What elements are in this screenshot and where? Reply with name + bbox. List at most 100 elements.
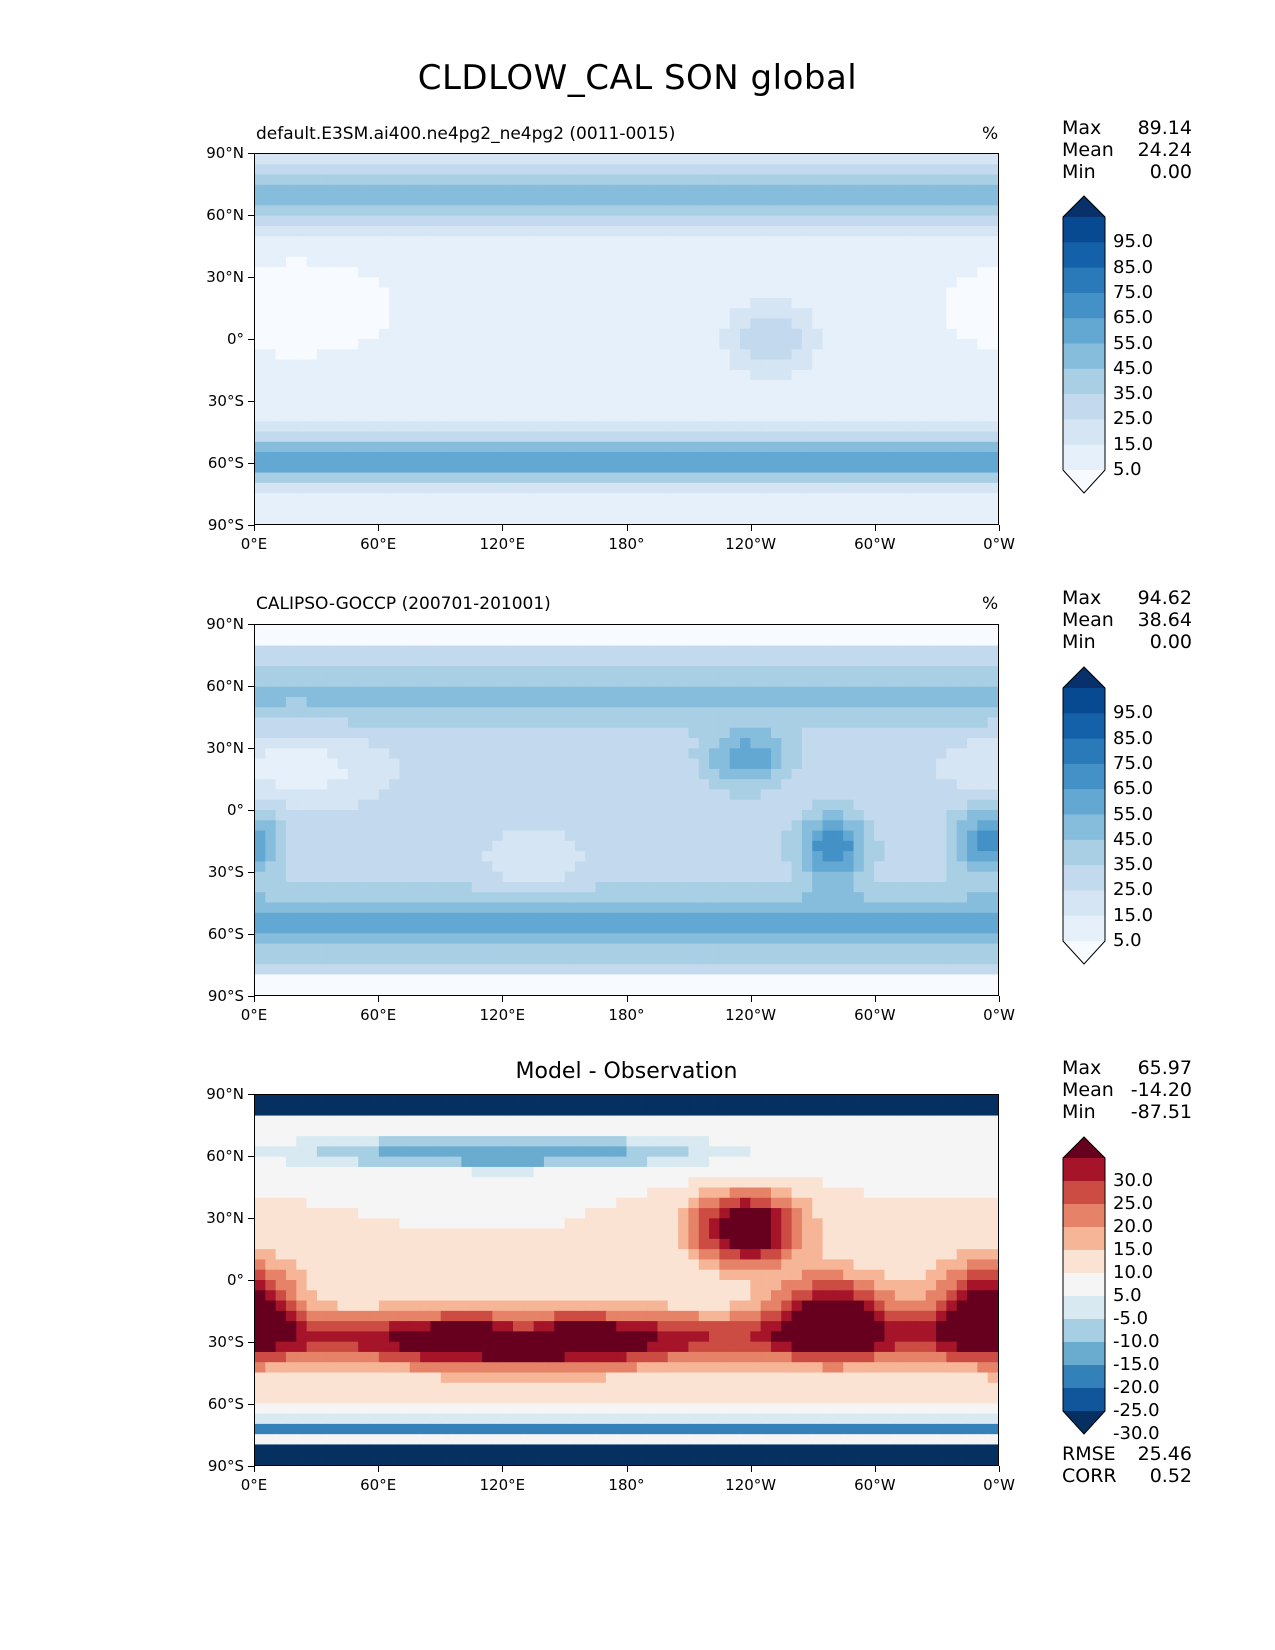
- lat-tick-label: 90°N: [206, 615, 244, 633]
- stat-label: RMSE: [1062, 1443, 1116, 1465]
- colorbar-tick-label: 25.0: [1113, 1193, 1154, 1214]
- colorbar-tick-label: 35.0: [1113, 854, 1154, 876]
- colorbar-tick-label: 75.0: [1113, 752, 1154, 774]
- colorbar-tick-label: 25.0: [1113, 408, 1154, 430]
- stat-mean-value: 38.64: [1137, 609, 1192, 631]
- lon-tick: [378, 1466, 380, 1472]
- stat-mean-value: 24.24: [1137, 139, 1192, 161]
- colorbar-tick-label: 45.0: [1113, 357, 1154, 379]
- stat-max-value: 94.62: [1137, 587, 1192, 609]
- lon-tick: [626, 996, 628, 1002]
- lat-tick: [248, 1466, 254, 1467]
- colorbar: [1062, 195, 1106, 494]
- lat-tick-label: 60°N: [206, 1147, 244, 1165]
- lon-tick: [502, 996, 504, 1002]
- lon-tick-label: 60°W: [854, 1006, 896, 1024]
- lon-tick: [502, 525, 504, 531]
- lat-tick-label: 60°N: [206, 677, 244, 695]
- lon-tick-label: 60°E: [360, 535, 397, 553]
- lat-tick-label: 60°N: [206, 206, 244, 224]
- colorbar-tick-label: 25.0: [1113, 879, 1154, 901]
- lon-tick: [254, 1466, 255, 1472]
- figure-title: CLDLOW_CAL SON global: [417, 58, 858, 98]
- lon-tick-label: 60°W: [854, 1476, 896, 1494]
- colorbar-tick-label: 5.0: [1113, 930, 1142, 951]
- colorbar-tick-label: 55.0: [1113, 803, 1154, 825]
- colorbar-tick-label: -10.0: [1113, 1331, 1160, 1352]
- obs-stats: Max 94.62 Mean 38.64 Min 0.00: [1062, 587, 1192, 653]
- panel-obs-title: CALIPSO-GOCCP (200701-201001): [256, 594, 551, 614]
- colorbar-tick-label: -5.0: [1113, 1308, 1149, 1329]
- colorbar-tick-label: 20.0: [1113, 1216, 1154, 1237]
- stat-min-value: 0.00: [1149, 161, 1192, 183]
- panel-model-units: %: [982, 124, 999, 144]
- lat-tick-label: 0°: [226, 330, 244, 348]
- stat-label: Min: [1062, 1101, 1096, 1123]
- colorbar-tick-label: 45.0: [1113, 828, 1154, 850]
- lat-tick-label: 60°S: [207, 1395, 244, 1413]
- lon-tick-label: 120°W: [725, 535, 777, 553]
- model-stats: Max 89.14 Mean 24.24 Min 0.00: [1062, 117, 1192, 183]
- colorbar-tick-label: 10.0: [1113, 1262, 1154, 1283]
- lon-tick-label: 60°W: [854, 535, 896, 553]
- lat-tick: [248, 339, 254, 340]
- stat-label: Max: [1062, 1057, 1102, 1079]
- colorbar-tick-label: 65.0: [1113, 778, 1154, 800]
- obs-map: [254, 624, 999, 996]
- colorbar-tick-label: 55.0: [1113, 332, 1154, 354]
- lon-tick: [874, 996, 876, 1002]
- lat-tick-label: 60°S: [207, 925, 244, 943]
- colorbar-tick-label: 15.0: [1113, 904, 1154, 926]
- lon-tick-label: 60°E: [360, 1476, 397, 1494]
- diff-map-field: [255, 1095, 998, 1465]
- lat-tick-label: 30°N: [206, 1209, 244, 1227]
- stat-label: Max: [1062, 587, 1102, 609]
- lat-tick: [248, 1342, 254, 1343]
- lat-tick-label: 90°S: [207, 516, 244, 534]
- colorbar: [1062, 1136, 1106, 1435]
- lon-tick-label: 120°E: [479, 1476, 526, 1494]
- colorbar-tick-label: -25.0: [1113, 1400, 1160, 1421]
- lat-tick: [248, 153, 254, 154]
- lat-tick: [248, 748, 254, 749]
- lat-tick: [248, 1280, 254, 1281]
- colorbar-tick-label: 15.0: [1113, 433, 1154, 455]
- stat-label: Mean: [1062, 1079, 1114, 1101]
- lat-tick: [248, 277, 254, 278]
- stat-max-value: 89.14: [1137, 117, 1192, 139]
- colorbar-tick-label: 75.0: [1113, 281, 1154, 303]
- lon-tick: [378, 525, 380, 531]
- lon-tick-label: 120°E: [479, 535, 526, 553]
- lon-tick-label: 120°E: [479, 1006, 526, 1024]
- lon-tick: [999, 525, 1000, 531]
- stat-min-value: 0.00: [1149, 631, 1192, 653]
- colorbar-tick-label: 5.0: [1113, 1285, 1142, 1306]
- lat-tick: [248, 996, 254, 997]
- stat-label: Min: [1062, 631, 1096, 653]
- lon-tick-label: 0°W: [983, 1476, 1015, 1494]
- diff-map: [254, 1094, 999, 1466]
- diff-stats: Max 65.97 Mean -14.20 Min -87.51: [1062, 1057, 1192, 1123]
- lat-tick-label: 30°S: [207, 863, 244, 881]
- lon-tick: [999, 1466, 1000, 1472]
- lon-tick: [874, 525, 876, 531]
- lat-tick-label: 90°S: [207, 987, 244, 1005]
- lat-tick: [248, 1094, 254, 1095]
- stat-label: CORR: [1062, 1465, 1117, 1487]
- diff-error-stats: RMSE 25.46 CORR 0.52: [1062, 1443, 1192, 1487]
- panel-model-title: default.E3SM.ai400.ne4pg2_ne4pg2 (0011-0…: [256, 124, 676, 144]
- lat-tick-label: 30°S: [207, 392, 244, 410]
- lat-tick: [248, 215, 254, 216]
- colorbar-tick-label: 30.0: [1113, 1170, 1154, 1191]
- panel-obs-units: %: [982, 594, 999, 614]
- lat-tick: [248, 463, 254, 464]
- lat-tick: [248, 624, 254, 625]
- lat-tick-label: 90°N: [206, 144, 244, 162]
- corr-value: 0.52: [1149, 1465, 1192, 1487]
- lat-tick-label: 0°: [226, 1271, 244, 1289]
- model-map-field: [255, 154, 998, 524]
- lat-tick: [248, 872, 254, 873]
- lon-tick: [999, 996, 1000, 1002]
- lon-tick: [254, 525, 255, 531]
- lat-tick: [248, 401, 254, 402]
